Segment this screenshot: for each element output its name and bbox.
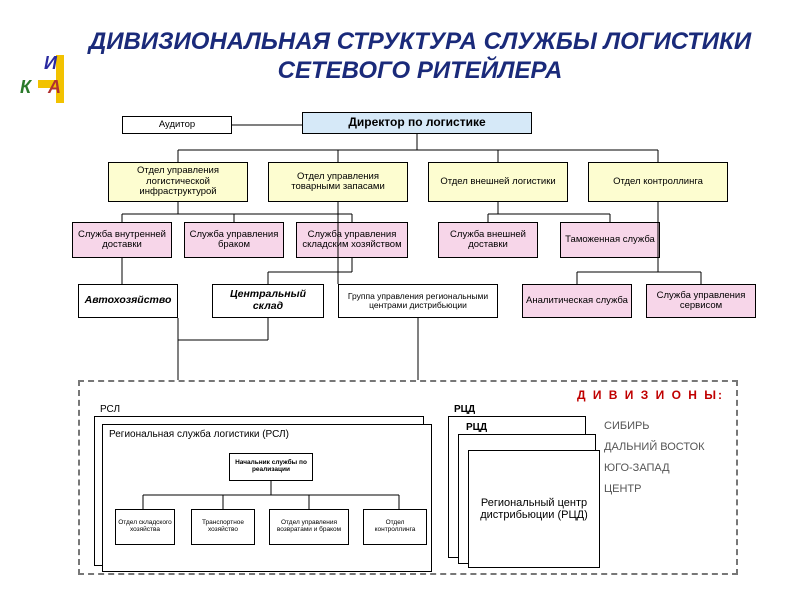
logo-mark: К И А <box>20 55 80 115</box>
logo-a: А <box>48 77 61 98</box>
rsl-card-front: Региональная служба логистики (РСЛ) Нача… <box>102 424 432 572</box>
divisions-label: Д И В И З И О Н Ы: <box>577 388 724 402</box>
region-item: ЮГО-ЗАПАД <box>604 458 724 479</box>
node-director: Директор по логистике <box>302 112 532 134</box>
node-s4: Служба внешней доставки <box>438 222 538 258</box>
region-item: ЦЕНТР <box>604 479 724 500</box>
rsl-sub: Отдел контроллинга <box>363 509 427 545</box>
node-b5: Служба управления сервисом <box>646 284 756 318</box>
rcd-tab-2: РЦД <box>466 422 487 433</box>
divisions-region: Д И В И З И О Н Ы: СИБИРЬ ДАЛЬНИЙ ВОСТОК… <box>78 380 738 575</box>
node-dep1: Отдел управления логистической инфрастру… <box>108 162 248 202</box>
node-s2: Служба управления браком <box>184 222 284 258</box>
rcd-tab-1: РЦД <box>454 404 475 415</box>
logo-i: И <box>44 53 57 74</box>
rsl-sub: Транспортное хозяйство <box>191 509 255 545</box>
node-s3: Служба управления складским хозяйством <box>296 222 408 258</box>
node-b1: Автохозяйство <box>78 284 178 318</box>
rsl-sub: Отдел складского хозяйства <box>115 509 175 545</box>
rsl-sub: Отдел управления возвратами и браком <box>269 509 349 545</box>
slide-title: ДИВИЗИОНАЛЬНАЯ СТРУКТУРА СЛУЖБЫ ЛОГИСТИК… <box>80 28 760 86</box>
rcd-card-front: Региональный центр дистрибьюции (РЦД) <box>468 450 600 568</box>
node-s1: Служба внутренней доставки <box>72 222 172 258</box>
logo-k: К <box>20 77 31 98</box>
region-item: ДАЛЬНИЙ ВОСТОК <box>604 437 724 458</box>
node-b4: Аналитическая служба <box>522 284 632 318</box>
node-dep2: Отдел управления товарными запасами <box>268 162 408 202</box>
rsl-mini-lines <box>111 453 423 563</box>
node-s5: Таможенная служба <box>560 222 660 258</box>
node-auditor: Аудитор <box>122 116 232 134</box>
rsl-tab: РСЛ <box>100 404 120 415</box>
rsl-title: Региональная служба логистики (РСЛ) <box>109 429 289 440</box>
divisions-region-list: СИБИРЬ ДАЛЬНИЙ ВОСТОК ЮГО-ЗАПАД ЦЕНТР <box>604 416 724 500</box>
region-item: СИБИРЬ <box>604 416 724 437</box>
rsl-inner-chart: Начальник службы по реализации Отдел скл… <box>111 453 423 563</box>
node-dep3: Отдел внешней логистики <box>428 162 568 202</box>
node-dep4: Отдел контроллинга <box>588 162 728 202</box>
node-b3: Группа управления региональными центрами… <box>338 284 498 318</box>
node-b2: Центральный склад <box>212 284 324 318</box>
